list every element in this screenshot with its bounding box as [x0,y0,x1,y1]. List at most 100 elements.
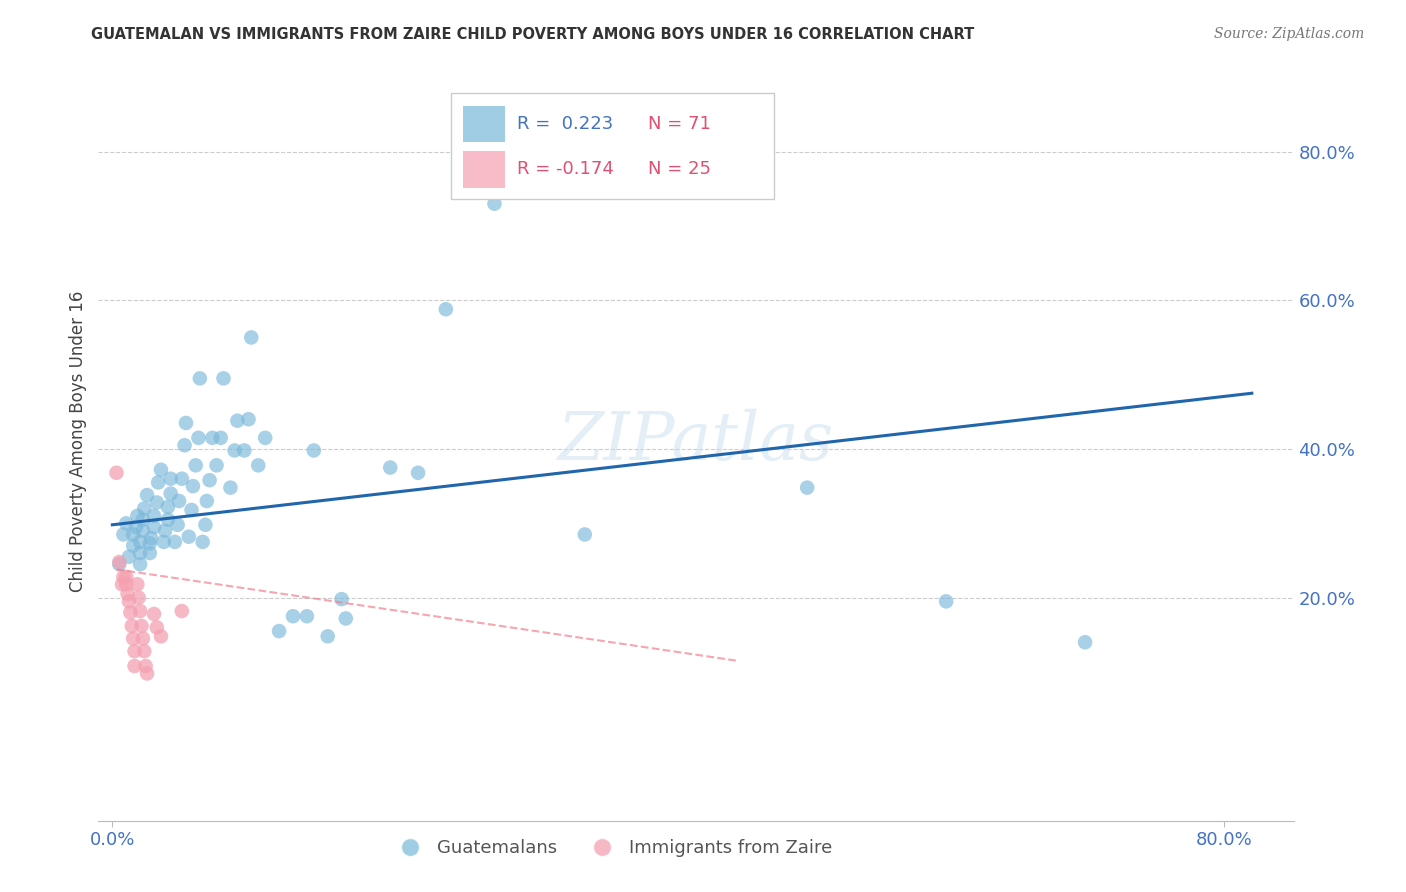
Point [316,629,339,643]
Point [131,619,153,633]
Point [129,604,152,618]
Point [118,549,141,564]
Point [335,611,357,625]
Point [174,416,197,430]
Point [118,594,141,608]
Point [201,431,224,445]
Text: R = -0.174: R = -0.174 [517,161,613,178]
Point [132,632,155,646]
Text: R =  0.223: R = 0.223 [517,115,613,133]
Point [143,607,166,621]
Point [181,479,204,493]
Point [115,516,138,531]
Point [139,536,162,550]
Text: N = 25: N = 25 [648,161,711,178]
Point [129,557,152,572]
Point [484,196,506,211]
Point [132,524,155,538]
Point [152,534,174,549]
Point [226,414,249,428]
Point [295,609,318,624]
Point [108,555,131,569]
Point [134,501,156,516]
FancyBboxPatch shape [463,105,505,142]
Point [302,443,325,458]
Point [267,624,290,639]
Point [117,587,139,601]
Text: GUATEMALAN VS IMMIGRANTS FROM ZAIRE CHILD POVERTY AMONG BOYS UNDER 16 CORRELATIO: GUATEMALAN VS IMMIGRANTS FROM ZAIRE CHIL… [91,27,974,42]
Point [124,659,146,673]
Point [188,371,211,385]
Point [254,431,277,445]
Point [128,591,150,605]
Point [112,527,135,541]
Point [146,495,169,509]
Point [406,466,429,480]
Point [170,604,193,618]
Point [205,458,228,473]
FancyBboxPatch shape [451,93,773,199]
Point [143,508,166,523]
Point [127,508,149,523]
Point [115,577,138,591]
Legend: Guatemalans, Immigrants from Zaire: Guatemalans, Immigrants from Zaire [385,832,839,864]
FancyBboxPatch shape [463,151,505,187]
Point [247,458,270,473]
Point [233,443,256,458]
Point [129,546,152,560]
Point [173,438,195,452]
Point [136,488,159,502]
Point [935,594,957,608]
Point [180,503,202,517]
Point [149,463,172,477]
Point [224,443,246,458]
Point [153,524,176,538]
Point [111,577,134,591]
Point [195,494,218,508]
Point [191,534,214,549]
Point [105,466,128,480]
Point [139,546,162,560]
Point [796,481,818,495]
Point [108,557,131,572]
Point [148,475,170,490]
Point [141,531,163,545]
Point [167,494,190,508]
Point [170,472,193,486]
Point [380,460,402,475]
Point [212,371,235,385]
Point [122,539,145,553]
Point [122,527,145,541]
Point [238,412,260,426]
Point [129,534,152,549]
Text: ZIPatlas: ZIPatlas [558,409,834,475]
Point [574,527,596,541]
Point [122,632,145,646]
Point [163,534,186,549]
Point [166,517,188,532]
Point [330,592,353,607]
Point [120,606,142,620]
Point [121,619,143,633]
Point [219,481,242,495]
Point [132,512,155,526]
Point [136,666,159,681]
Point [146,620,169,634]
Point [156,500,179,514]
Point [177,530,200,544]
Point [134,644,156,658]
Text: N = 71: N = 71 [648,115,711,133]
Point [240,330,263,344]
Point [281,609,304,624]
Point [159,486,181,500]
Point [149,629,172,643]
Point [187,431,209,445]
Point [135,659,157,673]
Point [194,517,217,532]
Point [143,520,166,534]
Point [1074,635,1097,649]
Point [209,431,232,445]
Point [124,644,146,658]
Point [184,458,207,473]
Point [159,472,181,486]
